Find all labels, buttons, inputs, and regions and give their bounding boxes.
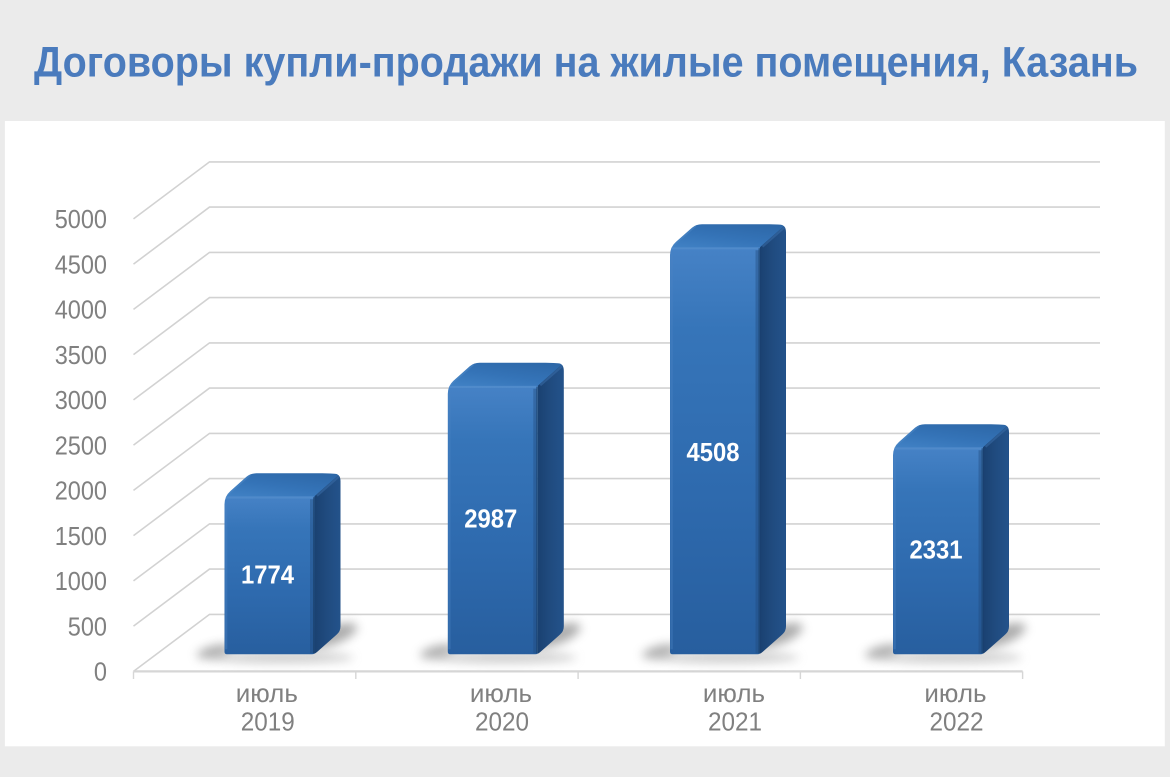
svg-text:3000: 3000 xyxy=(55,385,107,415)
svg-text:2019: 2019 xyxy=(241,707,295,737)
svg-text:2021: 2021 xyxy=(708,707,762,737)
svg-text:0: 0 xyxy=(94,657,107,687)
svg-text:2000: 2000 xyxy=(55,476,107,506)
svg-text:июль: июль xyxy=(703,678,765,708)
svg-text:2500: 2500 xyxy=(55,430,107,460)
svg-text:июль: июль xyxy=(236,678,298,708)
svg-text:4000: 4000 xyxy=(55,295,107,325)
svg-text:5000: 5000 xyxy=(55,204,107,234)
svg-text:1000: 1000 xyxy=(55,566,107,596)
svg-text:июль: июль xyxy=(470,678,532,708)
svg-text:4508: 4508 xyxy=(687,437,740,467)
svg-text:2331: 2331 xyxy=(910,535,963,565)
svg-text:1500: 1500 xyxy=(55,521,107,551)
svg-text:Договоры купли-продажи на жилы: Договоры купли-продажи на жилые помещени… xyxy=(34,39,1138,87)
svg-text:июль: июль xyxy=(924,678,986,708)
svg-text:2022: 2022 xyxy=(930,707,984,737)
svg-text:4500: 4500 xyxy=(55,249,107,279)
svg-text:1774: 1774 xyxy=(241,560,294,590)
svg-text:2987: 2987 xyxy=(464,504,517,534)
svg-text:500: 500 xyxy=(68,611,107,641)
svg-text:3500: 3500 xyxy=(55,340,107,370)
svg-text:2020: 2020 xyxy=(475,707,529,737)
